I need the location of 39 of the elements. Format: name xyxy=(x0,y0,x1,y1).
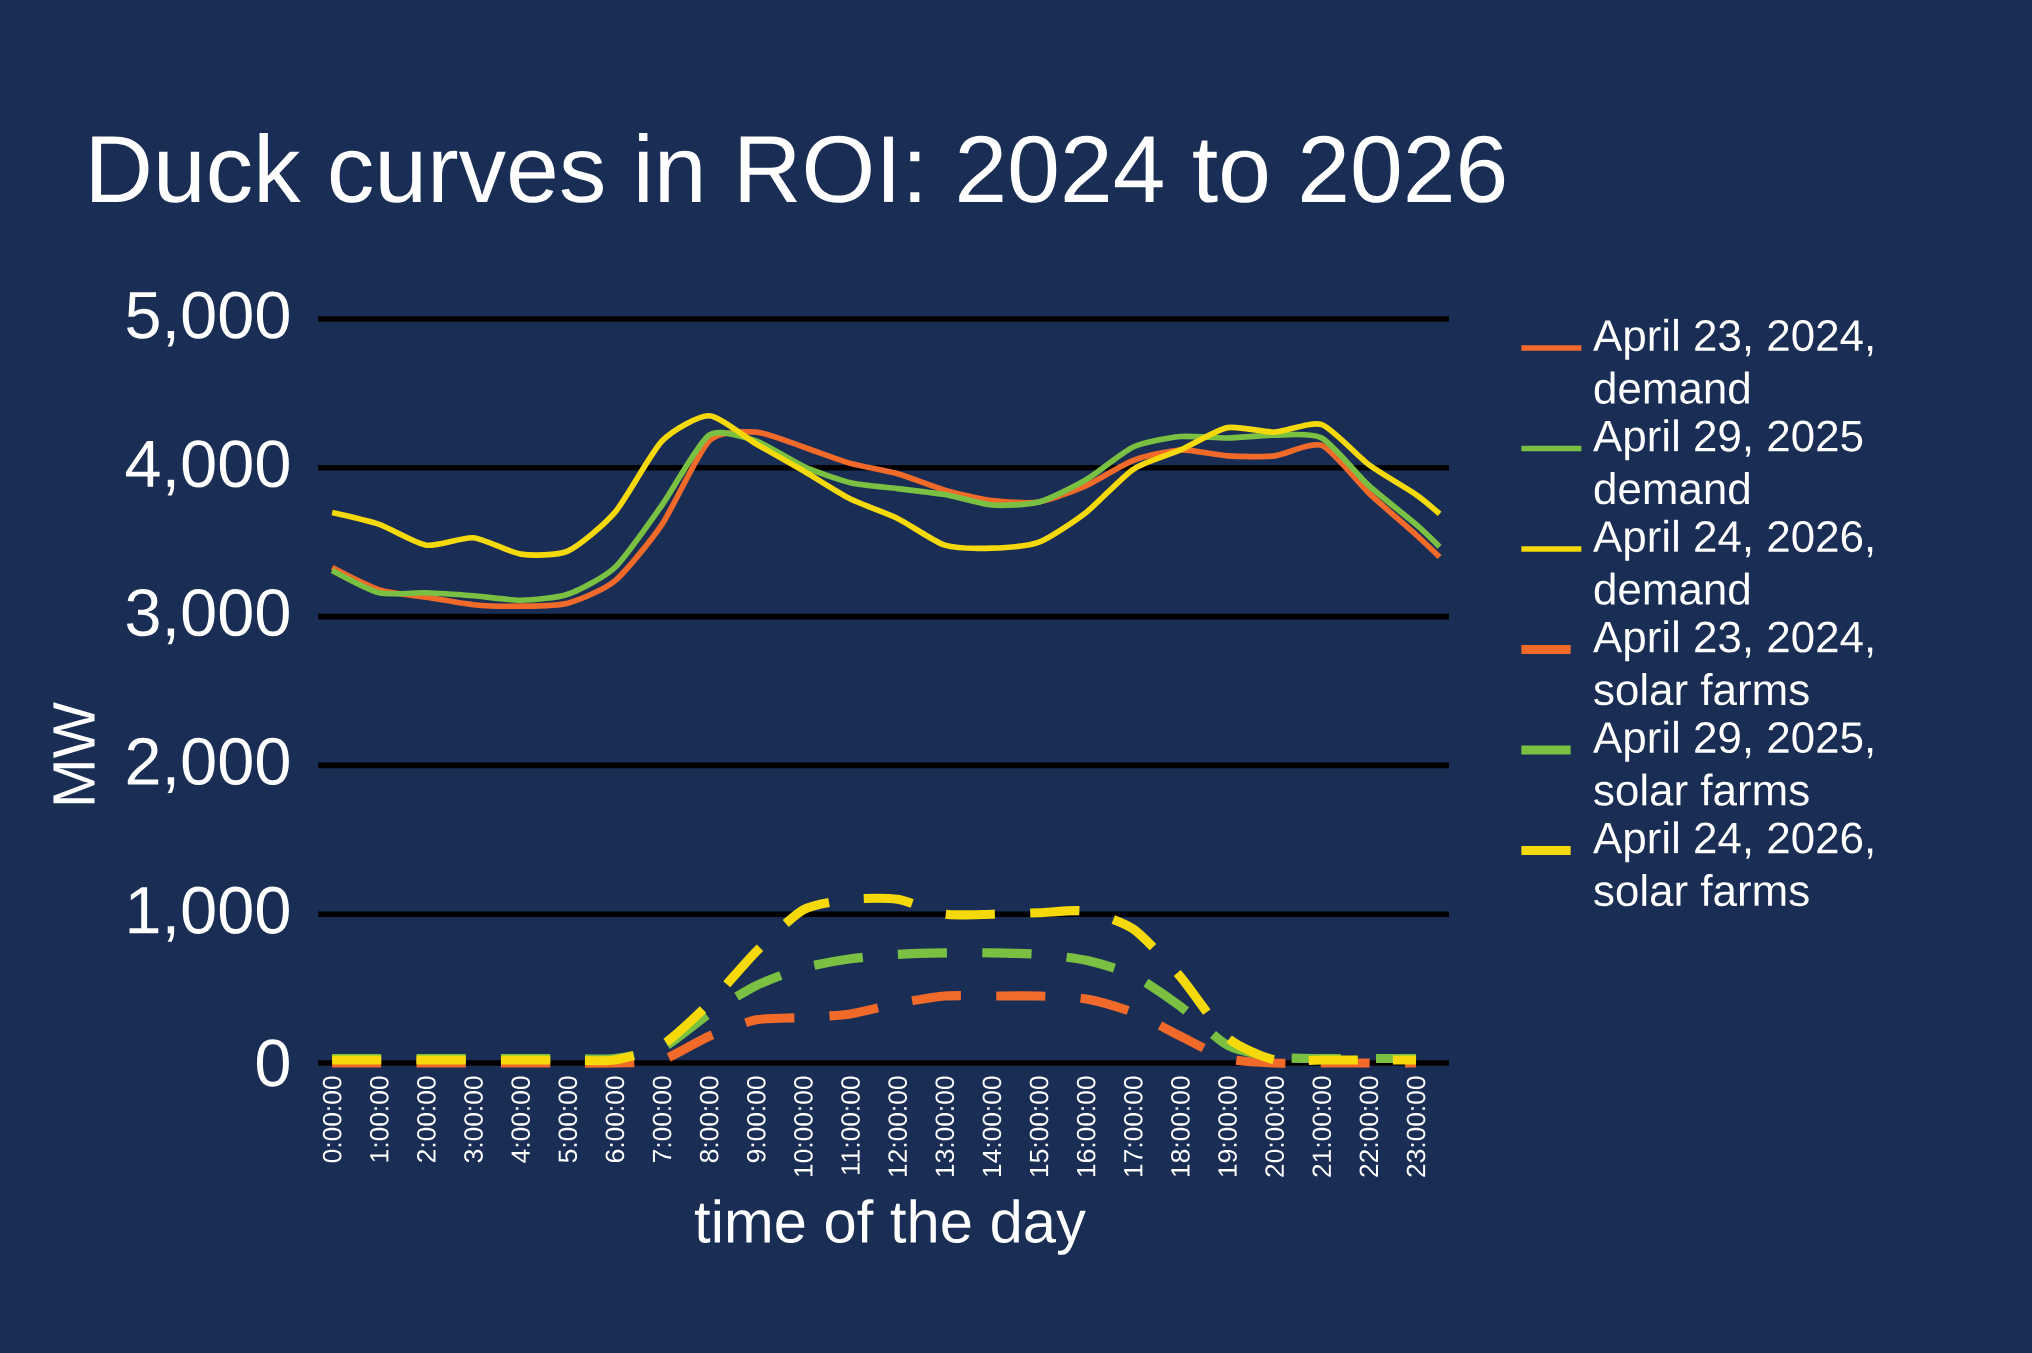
x-tick-label: 13:00:00 xyxy=(935,1076,955,1177)
legend-label: April 29, 2025, solar farms xyxy=(1593,720,1873,806)
x-tick-label: 7:00:00 xyxy=(652,1076,672,1162)
legend-label: April 24, 2026, demand xyxy=(1593,519,1873,605)
legend-label: April 23, 2024, solar farms xyxy=(1593,620,1873,706)
y-tick-label: 0 xyxy=(256,1039,289,1087)
x-tick-label: 11:00:00 xyxy=(841,1076,860,1175)
x-tick-label: 19:00:00 xyxy=(1218,1076,1237,1177)
legend-label: April 23, 2024, demand xyxy=(1593,318,1873,404)
x-tick-label: 6:00:00 xyxy=(605,1076,625,1163)
x-tick-label: 5:00:00 xyxy=(558,1076,578,1163)
x-tick-label: 20:00:00 xyxy=(1265,1076,1284,1177)
x-tick-label: 14:00:00 xyxy=(982,1076,1002,1177)
y-tick-label: 1,000 xyxy=(129,886,289,942)
x-tick-label: 21:00:00 xyxy=(1312,1076,1332,1177)
chart-title: Duck curves in ROI: 2024 to 2026 xyxy=(92,133,1505,203)
x-tick-label: 15:00:00 xyxy=(1029,1076,1049,1177)
x-tick-label: 2:00:00 xyxy=(417,1076,436,1163)
x-axis-title: time of the day xyxy=(694,1199,1086,1255)
x-tick-label: 1:00:00 xyxy=(369,1076,389,1162)
y-axis-title: MW xyxy=(53,702,95,804)
x-tick-label: 10:00:00 xyxy=(794,1076,813,1177)
legend-label: April 29, 2025 demand xyxy=(1593,419,1863,505)
y-tick-label: 4,000 xyxy=(125,440,289,496)
x-tick-label: 12:00:00 xyxy=(888,1076,907,1177)
y-tick-label: 3,000 xyxy=(126,589,289,645)
x-tick-label: 3:00:00 xyxy=(464,1076,483,1163)
x-tick-label: 22:00:00 xyxy=(1359,1076,1379,1177)
x-tick-label: 18:00:00 xyxy=(1171,1076,1190,1177)
y-tick-label: 2,000 xyxy=(127,737,289,793)
x-tick-label: 9:00:00 xyxy=(746,1076,766,1163)
x-tick-label: 0:00:00 xyxy=(322,1076,342,1163)
x-tick-label: 17:00:00 xyxy=(1123,1076,1143,1177)
x-tick-label: 16:00:00 xyxy=(1076,1076,1096,1177)
legend-label: April 24, 2026, solar farms xyxy=(1593,821,1873,907)
x-tick-label: 23:00:00 xyxy=(1406,1076,1426,1177)
y-tick-label: 5,000 xyxy=(127,291,289,347)
x-tick-label: 8:00:00 xyxy=(699,1076,719,1163)
x-tick-label: 4:00:00 xyxy=(511,1076,530,1163)
